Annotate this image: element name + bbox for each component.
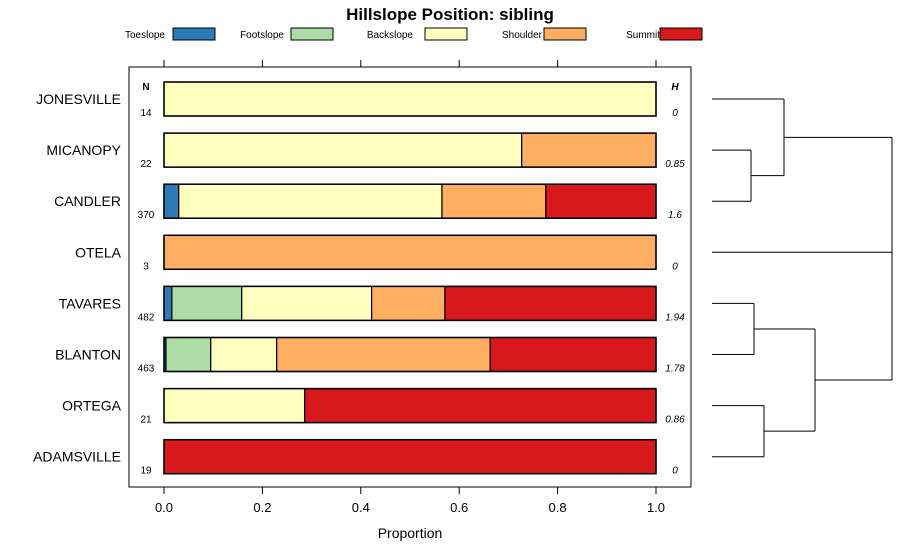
bar-segment-blanton-backslope bbox=[210, 336, 278, 373]
bar-segment-candler-toeslope bbox=[163, 183, 180, 219]
x-axis: 0.0 0.2 0.4 0.6 0.8 1.0 bbox=[155, 60, 665, 515]
bar-segment-jonesville-backslope bbox=[163, 81, 657, 117]
x-tick-label-0-4: 0.4 bbox=[352, 500, 370, 515]
legend-label-footslope: Footslope bbox=[240, 30, 284, 41]
row-label-candler: CANDLER bbox=[54, 193, 121, 209]
bar-row-jonesville: JONESVILLE 14 0 bbox=[36, 81, 678, 119]
bar-segment-candler-summit bbox=[545, 183, 657, 219]
bar-row-micanopy: MICANOPY 22 0.85 bbox=[46, 132, 685, 170]
n-value-ortega: 21 bbox=[140, 415, 152, 426]
legend-swatch-backslope bbox=[424, 27, 468, 41]
bar-row-otela: OTELA 3 0 bbox=[75, 234, 678, 272]
plot-frame bbox=[128, 66, 692, 488]
bar-row-candler: CANDLER 370 1.6 bbox=[54, 183, 682, 221]
n-value-otela: 3 bbox=[143, 261, 149, 272]
bar-segment-tavares-summit bbox=[444, 285, 657, 321]
legend-swatch-shoulder bbox=[543, 27, 587, 41]
bar-rows: JONESVILLE 14 0 MICANOPY 22 0.85 CANDLER 370 1.6… bbox=[33, 81, 685, 477]
bar-segment-blanton-footslope bbox=[165, 336, 212, 373]
x-tick-label-0-2: 0.2 bbox=[253, 500, 271, 515]
n-value-micanopy: 22 bbox=[140, 159, 152, 170]
bar-row-adamsville: ADAMSVILLE 19 0 bbox=[33, 438, 678, 477]
bar-outline-candler bbox=[163, 183, 657, 219]
bar-segment-tavares-footslope bbox=[171, 285, 243, 321]
row-label-adamsville: ADAMSVILLE bbox=[33, 449, 121, 465]
legend-label-shoulder: Shoulder bbox=[502, 30, 543, 41]
bar-outline-ortega bbox=[163, 387, 657, 424]
bar-row-ortega: ORTEGA 21 0.86 bbox=[62, 387, 685, 426]
bar-outline-micanopy bbox=[163, 132, 657, 168]
h-value-jonesville: 0 bbox=[672, 108, 678, 119]
n-value-blanton: 463 bbox=[138, 364, 155, 375]
h-value-blanton: 1.78 bbox=[665, 364, 685, 375]
bar-outline-otela bbox=[163, 234, 657, 271]
row-label-ortega: ORTEGA bbox=[62, 398, 122, 414]
n-value-adamsville: 19 bbox=[140, 466, 152, 477]
bar-segment-micanopy-shoulder bbox=[521, 132, 657, 168]
bar-outline-adamsville bbox=[163, 438, 657, 475]
x-tick-label-0-6: 0.6 bbox=[450, 500, 468, 515]
h-value-candler: 1.6 bbox=[668, 210, 682, 221]
n-value-candler: 370 bbox=[138, 210, 155, 221]
bar-segment-ortega-summit bbox=[304, 388, 657, 424]
legend: Toeslope Footslope Backslope Shoulder Summit bbox=[125, 27, 703, 41]
legend-swatch-toeslope bbox=[172, 27, 216, 41]
bar-segment-tavares-backslope bbox=[241, 285, 373, 321]
legend-swatch-footslope bbox=[290, 27, 334, 41]
legend-label-backslope: Backslope bbox=[367, 30, 414, 41]
bar-segment-candler-shoulder bbox=[441, 183, 547, 219]
bar-row-tavares: TAVARES 482 1.94 bbox=[59, 285, 685, 323]
h-value-ortega: 0.86 bbox=[665, 415, 685, 426]
row-label-tavares: TAVARES bbox=[59, 295, 121, 311]
bar-outline-blanton bbox=[163, 336, 657, 373]
x-tick-label-0-8: 0.8 bbox=[549, 500, 567, 515]
h-value-otela: 0 bbox=[672, 261, 678, 272]
row-label-jonesville: JONESVILLE bbox=[36, 91, 121, 107]
h-value-micanopy: 0.85 bbox=[665, 159, 685, 170]
n-header: N bbox=[142, 82, 149, 93]
x-tick-label-0-0: 0.0 bbox=[155, 500, 173, 515]
n-value-tavares: 482 bbox=[138, 312, 155, 323]
h-value-adamsville: 0 bbox=[672, 466, 678, 477]
bar-segment-adamsville-summit bbox=[163, 439, 657, 475]
row-label-micanopy: MICANOPY bbox=[46, 142, 121, 158]
row-label-otela: OTELA bbox=[75, 244, 122, 260]
bar-outline-tavares bbox=[163, 285, 657, 322]
bar-segment-micanopy-backslope bbox=[163, 132, 523, 168]
bar-segment-otela-shoulder bbox=[163, 234, 657, 270]
legend-label-toeslope: Toeslope bbox=[125, 30, 165, 41]
chart-title: Hillslope Position: sibling bbox=[346, 5, 554, 24]
x-tick-label-1-0: 1.0 bbox=[647, 500, 665, 515]
h-value-tavares: 1.94 bbox=[665, 312, 685, 323]
bar-segment-blanton-summit bbox=[489, 336, 657, 373]
h-header: H bbox=[671, 82, 679, 93]
row-label-blanton: BLANTON bbox=[55, 347, 121, 363]
bar-segment-tavares-toeslope bbox=[163, 285, 173, 321]
legend-swatch-summit bbox=[659, 27, 703, 41]
bar-segment-candler-backslope bbox=[178, 183, 443, 219]
n-value-jonesville: 14 bbox=[140, 108, 152, 119]
legend-label-summit: Summit bbox=[626, 30, 660, 41]
dendrogram bbox=[712, 98, 893, 458]
x-axis-title: Proportion bbox=[378, 525, 443, 541]
bar-segment-ortega-backslope bbox=[163, 388, 306, 424]
bar-segment-tavares-shoulder bbox=[371, 285, 446, 321]
bar-row-blanton: BLANTON 463 1.78 bbox=[55, 336, 685, 375]
bar-segment-blanton-shoulder bbox=[276, 336, 491, 373]
bar-outline-jonesville bbox=[163, 81, 657, 117]
